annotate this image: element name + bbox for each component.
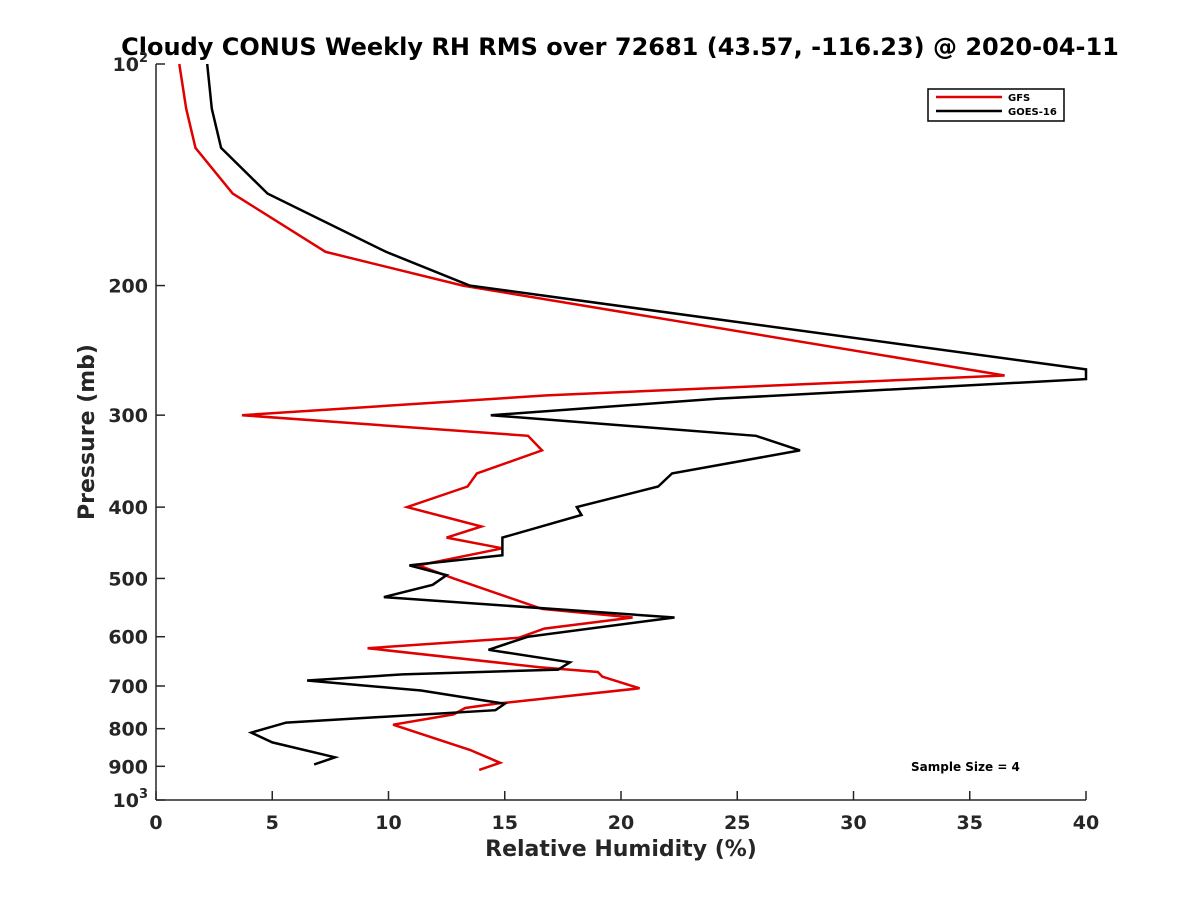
- y-tick-label: 200: [108, 276, 148, 298]
- x-tick-label: 5: [266, 812, 279, 834]
- y-tick-label: 400: [108, 497, 148, 519]
- x-tick-label: 15: [492, 812, 518, 834]
- x-tick-label: 30: [840, 812, 866, 834]
- y-tick-label: 300: [108, 405, 148, 427]
- y-axis-ticks: 102 200 300 400 500 600 700 800 900 103: [108, 51, 165, 812]
- y-tick-label: 102: [113, 51, 149, 76]
- y-tick-label: 600: [108, 627, 148, 649]
- series-layer: [178, 63, 1088, 772]
- legend: GFS GOES-16: [927, 88, 1065, 122]
- x-axis-label: Relative Humidity (%): [485, 837, 757, 862]
- series-line-goes16: [205, 63, 1088, 766]
- legend-label-goes16: GOES-16: [1008, 107, 1057, 118]
- y-tick-label: 800: [108, 719, 148, 741]
- x-tick-label: 40: [1073, 812, 1099, 834]
- y-tick-label: 900: [108, 756, 148, 778]
- x-tick-label: 0: [149, 812, 162, 834]
- y-tick-label: 700: [108, 676, 148, 698]
- legend-box: [927, 88, 1065, 122]
- plot-area: [156, 64, 1086, 800]
- x-tick-label: 25: [724, 812, 750, 834]
- x-axis-ticks: 0 5 10 15 20 25 30 35 40: [149, 791, 1099, 834]
- y-axis-label: Pressure (mb): [75, 344, 100, 520]
- x-tick-label: 35: [957, 812, 983, 834]
- sample-size-annotation: Sample Size = 4: [911, 760, 1020, 774]
- x-tick-label: 20: [608, 812, 634, 834]
- legend-label-gfs: GFS: [1008, 93, 1030, 104]
- y-tick-label: 500: [108, 568, 148, 590]
- y-tick-label: 103: [113, 787, 149, 812]
- chart-title: Cloudy CONUS Weekly RH RMS over 72681 (4…: [121, 33, 1119, 61]
- x-tick-label: 10: [375, 812, 401, 834]
